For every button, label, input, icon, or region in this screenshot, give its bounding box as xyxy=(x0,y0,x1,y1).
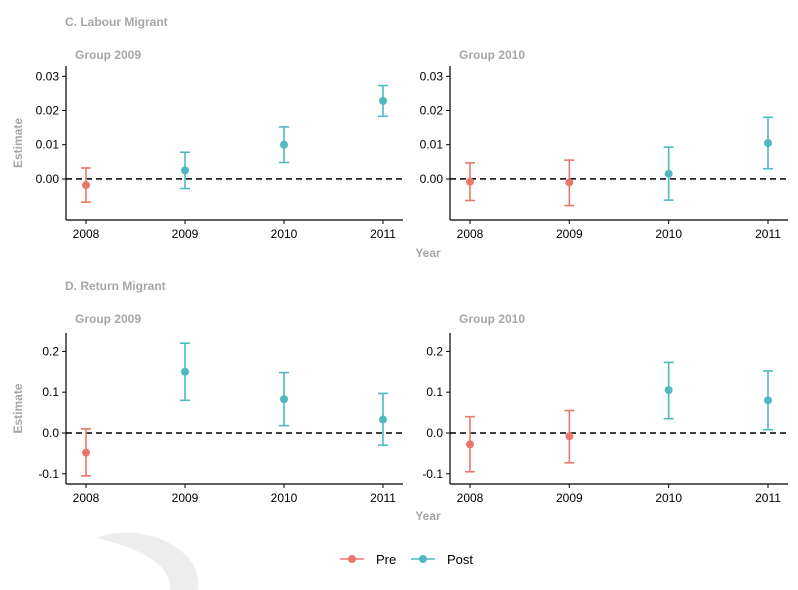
x-tick-label: 2009 xyxy=(556,227,583,241)
data-point-post xyxy=(379,96,387,105)
x-tick-label: 2010 xyxy=(271,491,298,505)
legend-label-post: Post xyxy=(447,552,473,567)
data-point-post xyxy=(664,169,673,178)
x-tick-label: 2011 xyxy=(370,491,396,505)
x-tick-label: 2009 xyxy=(172,227,199,241)
x-tick-label: 2008 xyxy=(73,491,100,505)
panel-title: Group 2010 xyxy=(459,48,525,62)
x-tick-label: 2011 xyxy=(755,227,781,241)
y-tick-label: 0.1 xyxy=(426,385,443,399)
x-tick-label: 2009 xyxy=(556,491,583,505)
data-point-pre xyxy=(565,432,574,441)
panel-title: Group 2009 xyxy=(75,312,141,326)
panel-title: Group 2010 xyxy=(459,312,525,326)
x-tick-label: 2011 xyxy=(370,227,396,241)
y-axis-title: Estimate xyxy=(11,118,25,168)
data-point-pre xyxy=(466,440,474,449)
section-title-c: C. Labour Migrant xyxy=(65,15,168,29)
y-tick-label: -0.1 xyxy=(422,467,443,481)
y-tick-label: 0.00 xyxy=(36,172,60,186)
y-tick-label: 0.1 xyxy=(42,385,59,399)
data-point-pre xyxy=(565,178,574,187)
data-point-post xyxy=(379,415,387,424)
data-point-post xyxy=(764,139,772,147)
data-point-pre xyxy=(82,181,90,190)
y-tick-label: -0.1 xyxy=(38,467,59,481)
panel-labour-group-2010: Group 2010 Year 0.00 0.01 0.02 0.03 2008 2009 20… xyxy=(415,48,788,260)
y-axis-title: Estimate xyxy=(11,383,25,433)
legend-item-pre: Pre xyxy=(340,552,396,567)
data-point-pre xyxy=(82,448,90,457)
y-tick-label: 0.03 xyxy=(36,69,60,83)
panel-return-group-2009: Group 2009 Estimate -0.1 0.0 0.1 0.2 2008 2009 2… xyxy=(11,312,403,505)
x-tick-label: 2009 xyxy=(172,491,199,505)
y-tick-label: 0.0 xyxy=(426,426,443,440)
y-tick-label: 0.01 xyxy=(36,138,60,152)
data-point-post xyxy=(764,396,772,405)
data-point-post xyxy=(181,166,189,175)
legend-key-dot-pre xyxy=(348,555,356,563)
x-axis-title: Year xyxy=(415,509,441,523)
x-tick-label: 2010 xyxy=(655,227,682,241)
legend-key-dot-post xyxy=(419,555,427,563)
data-point-post xyxy=(280,395,288,404)
y-tick-label: 0.2 xyxy=(426,344,443,358)
legend-item-post: Post xyxy=(411,552,473,567)
data-point-post xyxy=(664,386,673,395)
legend-label-pre: Pre xyxy=(376,552,396,567)
x-tick-label: 2010 xyxy=(655,491,682,505)
y-tick-label: 0.02 xyxy=(420,103,444,117)
y-tick-label: 0.0 xyxy=(42,426,59,440)
x-tick-label: 2008 xyxy=(457,491,484,505)
y-tick-label: 0.02 xyxy=(36,103,60,117)
panel-return-group-2010: Group 2010 Year -0.1 0.0 0.1 0.2 2008 2009 2010 2… xyxy=(415,312,788,523)
y-tick-label: 0.03 xyxy=(420,69,444,83)
panel-title: Group 2009 xyxy=(75,48,141,62)
data-point-post xyxy=(181,367,189,376)
x-axis-title: Year xyxy=(415,246,441,260)
panel-labour-group-2009: Group 2009 Estimate 0.00 0.01 0.02 0.03 2008 20… xyxy=(11,48,403,241)
data-point-pre xyxy=(466,177,474,186)
data-point-post xyxy=(280,140,288,149)
watermark-swoosh xyxy=(96,532,199,590)
x-tick-label: 2008 xyxy=(457,227,484,241)
y-tick-label: 0.00 xyxy=(420,172,444,186)
y-tick-label: 0.01 xyxy=(420,138,444,152)
x-tick-label: 2010 xyxy=(271,227,298,241)
x-tick-label: 2008 xyxy=(73,227,100,241)
legend: Pre Post xyxy=(340,552,473,567)
x-tick-label: 2011 xyxy=(755,491,781,505)
section-title-d: D. Return Migrant xyxy=(65,279,166,293)
y-tick-label: 0.2 xyxy=(42,344,59,358)
